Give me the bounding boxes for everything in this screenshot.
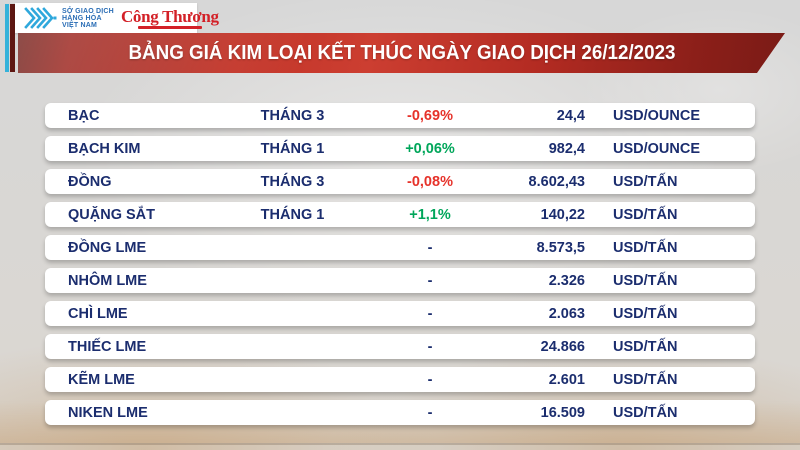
table-row: ĐỒNG LME - 8.573,5 USD/TẤN: [45, 235, 755, 260]
table-row: CHÌ LME - 2.063 USD/TẤN: [45, 301, 755, 326]
row-commodity-name: QUẶNG SẮT: [68, 206, 155, 223]
row-percent-change: -: [427, 338, 433, 355]
row-price-value: 140,22: [540, 206, 585, 223]
accent-bar-cyan: [5, 4, 9, 72]
table-row: NIKEN LME - 16.509 USD/TẤN: [45, 400, 755, 425]
row-percent-change: -0,69%: [407, 107, 453, 124]
row-percent-change: -0,08%: [407, 173, 453, 190]
row-price-value: 2.326: [548, 272, 585, 289]
row-commodity-name: ĐỒNG: [68, 173, 112, 190]
title-banner: BẢNG GIÁ KIM LOẠI KẾT THÚC NGÀY GIAO DỊC…: [18, 33, 785, 73]
row-contract-month: THÁNG 1: [260, 206, 325, 223]
row-price-value: 982,4: [548, 140, 585, 157]
row-percent-change: +1,1%: [409, 206, 451, 223]
row-price-unit: USD/TẤN: [613, 272, 678, 289]
row-price-value: 16.509: [540, 404, 585, 421]
row-price-unit: USD/OUNCE: [613, 107, 701, 124]
row-commodity-name: BẠC: [68, 107, 100, 124]
table-row: THIẾC LME - 24.866 USD/TẤN: [45, 334, 755, 359]
table-row: NHÔM LME - 2.326 USD/TẤN: [45, 268, 755, 293]
row-contract-month: THÁNG 1: [260, 140, 325, 157]
table-row: QUẶNG SẮT THÁNG 1 +1,1% 140,22 USD/TẤN: [45, 202, 755, 227]
cong-thuong-underline: [137, 25, 202, 29]
row-commodity-name: ĐỒNG LME: [68, 239, 147, 256]
mxv-exchange-logo-icon: [24, 7, 57, 29]
row-commodity-name: BẠCH KIM: [68, 140, 141, 157]
exchange-name-line: VIỆT NAM: [62, 21, 98, 29]
row-percent-change: +0,06%: [405, 140, 455, 157]
row-price-unit: USD/TẤN: [613, 305, 678, 322]
row-commodity-name: NHÔM LME: [68, 272, 147, 289]
row-price-unit: USD/TẤN: [613, 206, 678, 223]
row-contract-month: THÁNG 3: [260, 107, 325, 124]
row-percent-change: -: [427, 272, 433, 289]
exchange-name-line: SỞ GIAO DỊCH: [62, 7, 114, 15]
row-price-value: 8.602,43: [528, 173, 585, 190]
row-percent-change: -: [427, 371, 433, 388]
row-price-value: 24.866: [540, 338, 585, 355]
row-price-value: 2.601: [548, 371, 585, 388]
row-commodity-name: CHÌ LME: [68, 305, 128, 322]
row-price-value: 8.573,5: [536, 239, 585, 256]
row-commodity-name: NIKEN LME: [68, 404, 148, 421]
metal-price-table: BẠC THÁNG 3 -0,69% 24,4 USD/OUNCE BẠCH KIM THÁ…: [45, 103, 755, 433]
exchange-name-line: HÀNG HÓA: [62, 14, 102, 22]
row-price-unit: USD/TẤN: [613, 173, 678, 190]
row-contract-month: THÁNG 3: [260, 173, 325, 190]
exchange-name: SỞ GIAO DỊCH HÀNG HÓA VIỆT NAM: [62, 8, 114, 29]
page-title: BẢNG GIÁ KIM LOẠI KẾT THÚC NGÀY GIAO DỊC…: [127, 41, 676, 64]
row-percent-change: -: [427, 239, 433, 256]
cong-thuong-wordmark: Công Thương: [120, 6, 219, 26]
table-row: KẼM LME - 2.601 USD/TẤN: [45, 367, 755, 392]
row-price-unit: USD/OUNCE: [613, 140, 701, 157]
table-row: BẠC THÁNG 3 -0,69% 24,4 USD/OUNCE: [45, 103, 755, 128]
table-row: BẠCH KIM THÁNG 1 +0,06% 982,4 USD/OUNCE: [45, 136, 755, 161]
accent-bar-maroon: [10, 4, 15, 72]
row-percent-change: -: [427, 305, 433, 322]
row-price-unit: USD/TẤN: [613, 371, 678, 388]
row-price-value: 24,4: [556, 107, 585, 124]
table-row: ĐỒNG THÁNG 3 -0,08% 8.602,43 USD/TẤN: [45, 169, 755, 194]
row-commodity-name: KẼM LME: [68, 371, 135, 388]
logo-plate: SỞ GIAO DỊCH HÀNG HÓA VIỆT NAM Công Thươ…: [15, 3, 219, 33]
row-price-unit: USD/TẤN: [613, 404, 678, 421]
row-price-value: 2.063: [548, 305, 585, 322]
row-price-unit: USD/TẤN: [613, 338, 678, 355]
row-percent-change: -: [427, 404, 433, 421]
cong-thuong-logo: Công Thương: [121, 8, 219, 29]
row-price-unit: USD/TẤN: [613, 239, 678, 256]
row-commodity-name: THIẾC LME: [68, 338, 147, 355]
